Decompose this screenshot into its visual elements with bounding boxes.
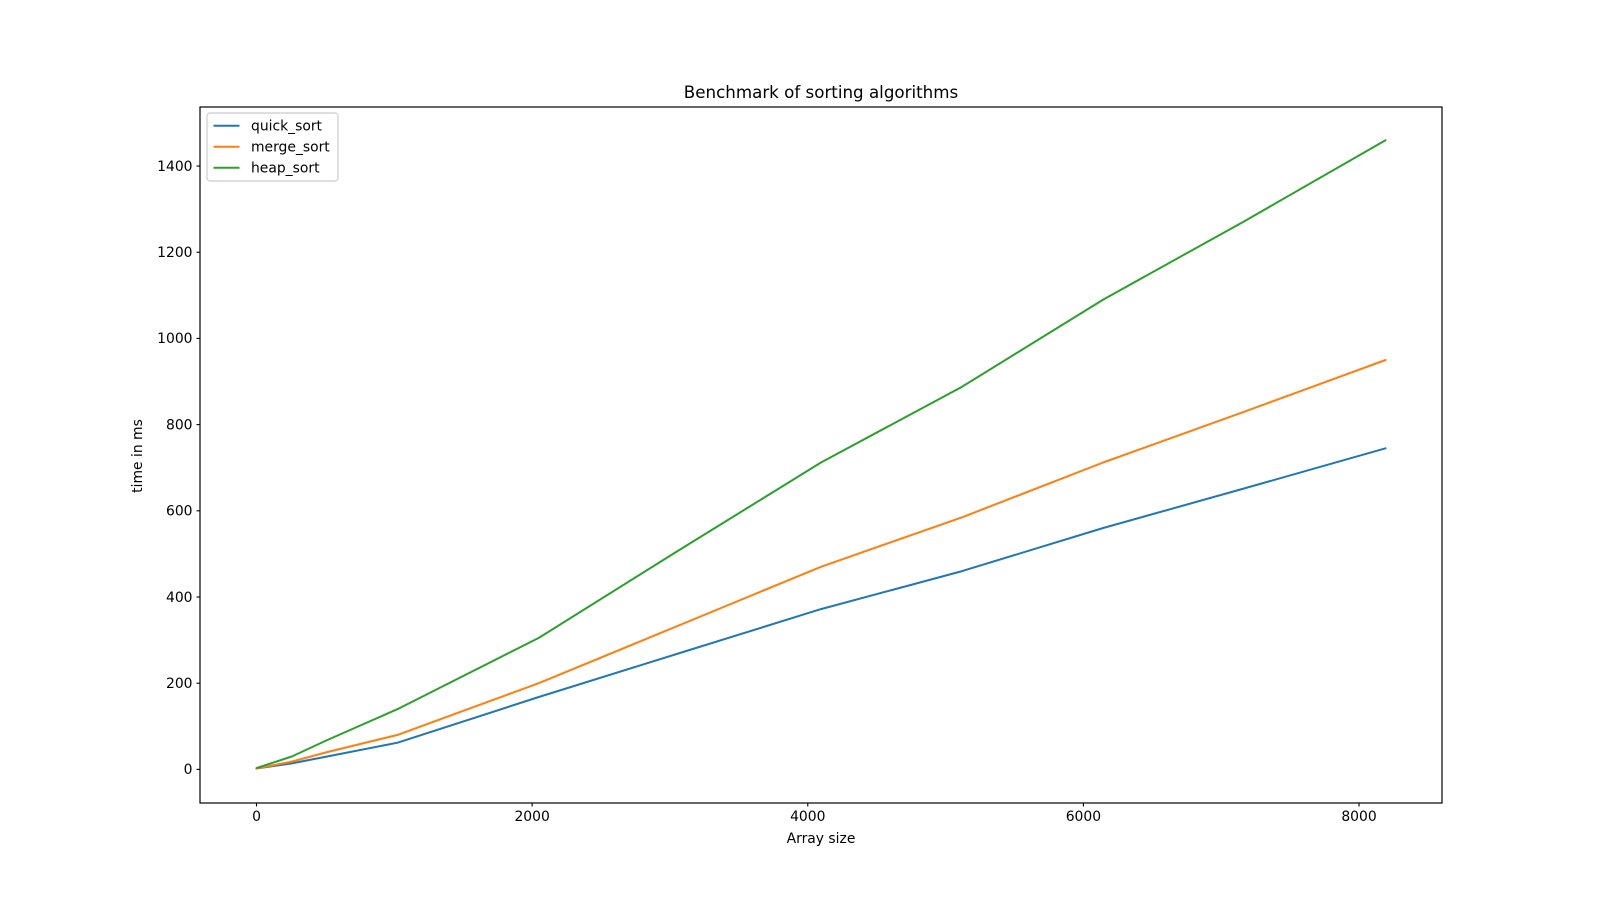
x-tick-label: 0 — [252, 809, 261, 825]
y-tick-label: 1000 — [157, 331, 192, 347]
y-axis-ticks: 0 200 400 600 800 1000 1200 1400 — [157, 159, 200, 778]
x-tick-label: 4000 — [790, 809, 825, 825]
legend-label-heap_sort: heap_sort — [251, 161, 320, 177]
x-axis-ticks: 0 2000 4000 6000 8000 — [252, 803, 1377, 825]
legend-frame — [206, 112, 339, 182]
y-axis-label: time in ms — [130, 419, 146, 493]
x-tick-label: 2000 — [514, 809, 549, 825]
x-axis-label: Array size — [787, 831, 856, 847]
series-line-heap_sort — [255, 139, 1387, 770]
y-tick-label: 800 — [166, 417, 193, 433]
y-tick-label: 1400 — [157, 159, 192, 175]
y-tick-label: 1200 — [157, 245, 192, 261]
series-line-quick_sort — [255, 447, 1387, 770]
x-tick-label: 8000 — [1341, 809, 1376, 825]
data-lines — [255, 139, 1387, 770]
chart-title: Benchmark of sorting algorithms — [684, 82, 958, 102]
series-line-merge_sort — [255, 359, 1387, 770]
axes-box — [199, 106, 1443, 804]
legend-label-quick_sort: quick_sort — [251, 119, 323, 135]
y-tick-label: 400 — [166, 590, 193, 606]
y-tick-label: 200 — [166, 676, 193, 692]
y-tick-label: 600 — [166, 504, 193, 520]
legend: quick_sort merge_sort heap_sort — [206, 112, 339, 182]
legend-label-merge_sort: merge_sort — [251, 140, 330, 156]
y-tick-label: 0 — [184, 762, 193, 778]
x-tick-label: 6000 — [1066, 809, 1101, 825]
